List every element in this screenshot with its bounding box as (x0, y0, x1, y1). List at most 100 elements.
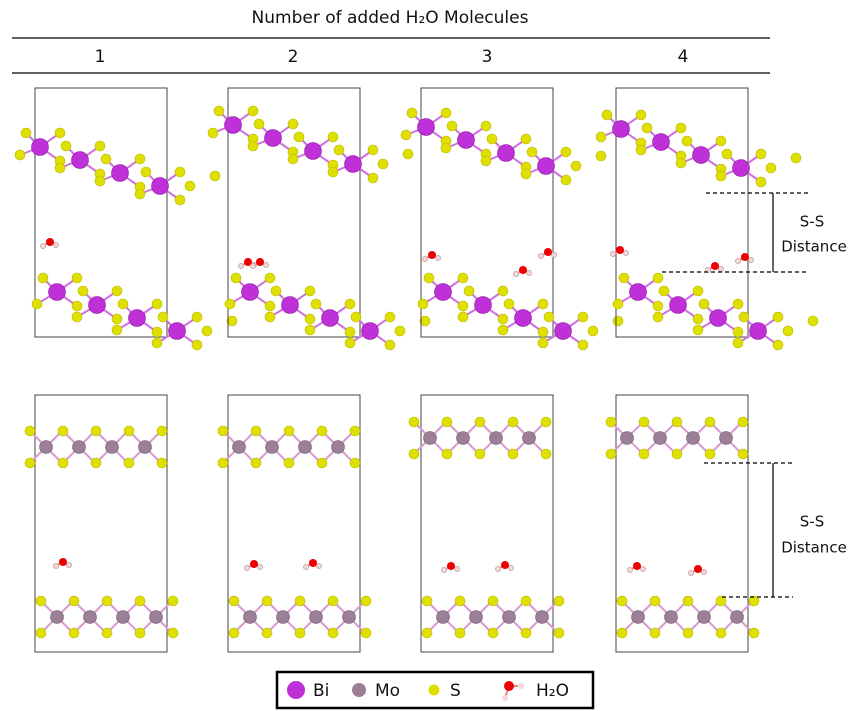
sulfur (251, 458, 261, 468)
sulfur (441, 143, 451, 153)
oxygen (428, 251, 436, 259)
sulfur (288, 154, 298, 164)
legend-label: Bi (313, 681, 329, 701)
sulfur (294, 132, 304, 142)
hydrogen (689, 571, 694, 576)
oxygen (46, 238, 54, 246)
sulfur (328, 628, 338, 638)
sulfur (498, 286, 508, 296)
sulfur (738, 449, 748, 459)
sulfur (636, 145, 646, 155)
sulfur (653, 301, 663, 311)
hydrogen (251, 264, 256, 269)
sulfur (733, 327, 743, 337)
sulfur (508, 417, 518, 427)
sulfur (15, 150, 25, 160)
sulfur (175, 195, 185, 205)
sulfur (350, 426, 360, 436)
oxygen (711, 262, 719, 270)
hydrogen (749, 258, 754, 263)
annotation: S-S (800, 513, 824, 531)
sulfur (596, 132, 606, 142)
bismuth (89, 297, 106, 314)
sulfur (72, 301, 82, 311)
sulfur (124, 458, 134, 468)
hydrogen (67, 563, 72, 568)
sulfur (345, 299, 355, 309)
sulfur (617, 596, 627, 606)
molybdenum (731, 611, 744, 624)
bismuth (112, 165, 129, 182)
sulfur (783, 326, 793, 336)
sulfur (773, 312, 783, 322)
sulfur (682, 136, 692, 146)
sulfur (683, 596, 693, 606)
bismuth (305, 143, 322, 160)
sulfur (345, 338, 355, 348)
sulfur (422, 628, 432, 638)
hydrogen (442, 568, 447, 573)
hydrogen (41, 244, 46, 249)
sulfur (214, 106, 224, 116)
bismuth (32, 139, 49, 156)
sulfur (475, 417, 485, 427)
sulfur (95, 141, 105, 151)
sulfur (716, 171, 726, 181)
sulfur (475, 449, 485, 459)
sulfur (192, 340, 202, 350)
sulfur (756, 177, 766, 187)
sulfur (442, 417, 452, 427)
hydrogen (552, 253, 557, 258)
molybdenum (106, 441, 119, 454)
sulfur (521, 596, 531, 606)
sulfur (141, 167, 151, 177)
sulfur (422, 596, 432, 606)
bismuth (322, 310, 339, 327)
sulfur (527, 147, 537, 157)
legend-swatch (287, 681, 305, 699)
molybdenum (687, 432, 700, 445)
sulfur (254, 119, 264, 129)
structures (15, 88, 818, 652)
column-header: 3 (482, 47, 493, 67)
sulfur (738, 417, 748, 427)
legend-label: H₂O (536, 681, 569, 701)
sulfur (617, 628, 627, 638)
sulfur (305, 286, 315, 296)
sulfur (705, 449, 715, 459)
sulfur (36, 628, 46, 638)
sulfur (458, 273, 468, 283)
bismuth (538, 158, 555, 175)
sulfur (541, 449, 551, 459)
molybdenum (437, 611, 450, 624)
sulfur (95, 176, 105, 186)
oxygen (616, 246, 624, 254)
oxygen (694, 565, 702, 573)
sulfur (102, 596, 112, 606)
sulfur (218, 426, 228, 436)
sulfur (311, 299, 321, 309)
sulfur (606, 449, 616, 459)
sulfur (368, 173, 378, 183)
bismuth (653, 134, 670, 151)
bismuth (169, 323, 186, 340)
hydrogen (245, 566, 250, 571)
molybdenum (150, 611, 163, 624)
sulfur (619, 273, 629, 283)
molybdenum (424, 432, 437, 445)
hydrogen (736, 259, 741, 264)
sulfur (157, 458, 167, 468)
molybdenum (244, 611, 257, 624)
sulfur (659, 286, 669, 296)
bismuth (242, 284, 259, 301)
sulfur (447, 121, 457, 131)
sulfur (498, 314, 508, 324)
bismuth (475, 297, 492, 314)
sulfur (481, 121, 491, 131)
hydrogen (304, 565, 309, 570)
sulfur (716, 628, 726, 638)
sulfur (554, 628, 564, 638)
hydrogen (628, 568, 633, 573)
sulfur (72, 312, 82, 322)
sulfur (361, 628, 371, 638)
